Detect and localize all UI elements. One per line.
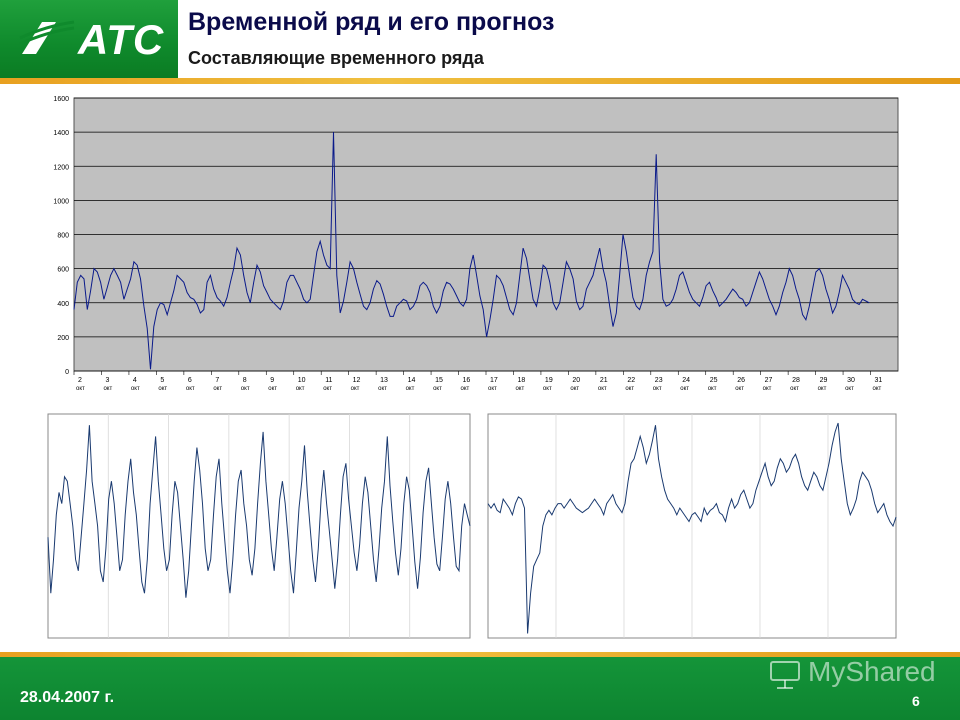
page-subtitle: Составляющие временного ряда <box>188 48 484 68</box>
x-tick-label: 24 <box>682 377 690 384</box>
x-tick-sublabel: окт <box>323 386 332 392</box>
x-tick-sublabel: окт <box>818 386 827 392</box>
x-tick-sublabel: окт <box>131 386 140 392</box>
plot-area <box>47 413 471 639</box>
x-tick-sublabel: окт <box>653 386 662 392</box>
x-tick-label: 8 <box>243 377 247 384</box>
x-tick-label: 4 <box>133 377 137 384</box>
y-tick-label: 0 <box>65 369 69 376</box>
y-tick-label: 200 <box>57 335 69 342</box>
x-tick-label: 26 <box>737 377 745 384</box>
y-tick-label: 1000 <box>53 198 69 205</box>
y-tick-label: 600 <box>57 267 69 274</box>
footer-accent-strip <box>0 652 960 657</box>
x-tick-label: 16 <box>463 377 471 384</box>
logo-text: ATC <box>78 16 165 63</box>
x-tick-sublabel: окт <box>488 386 497 392</box>
x-tick-sublabel: окт <box>873 386 882 392</box>
seasonal-component-chart <box>47 413 471 639</box>
x-tick-label: 11 <box>325 377 332 384</box>
x-tick-label: 21 <box>600 377 608 384</box>
x-tick-sublabel: окт <box>845 386 854 392</box>
series-line <box>47 425 471 598</box>
page-title: Временной ряд и его прогноз <box>188 8 555 36</box>
x-tick-sublabel: окт <box>543 386 552 392</box>
x-tick-sublabel: окт <box>763 386 772 392</box>
x-tick-label: 7 <box>215 377 219 384</box>
y-tick-label: 800 <box>57 233 69 240</box>
trend-component-chart <box>487 413 897 639</box>
x-tick-label: 31 <box>875 377 883 384</box>
series-line <box>73 132 870 370</box>
x-tick-label: 30 <box>847 377 855 384</box>
x-tick-sublabel: окт <box>213 386 222 392</box>
logo-swoosh-icon <box>19 20 75 54</box>
x-tick-sublabel: окт <box>268 386 277 392</box>
x-tick-label: 25 <box>710 377 718 384</box>
logo: ATC <box>16 14 176 63</box>
x-tick-sublabel: окт <box>186 386 195 392</box>
x-tick-sublabel: окт <box>433 386 442 392</box>
x-tick-sublabel: окт <box>241 386 250 392</box>
x-tick-sublabel: окт <box>790 386 799 392</box>
watermark-presentation-icon <box>770 661 800 689</box>
x-tick-sublabel: окт <box>406 386 415 392</box>
x-tick-label: 18 <box>517 377 525 384</box>
main-time-series-chart: 0 200 400 600 800 1000 1200 1400 1600 2 окт 3 окт 4 ок… <box>53 96 899 392</box>
x-tick-sublabel: окт <box>625 386 634 392</box>
x-tick-sublabel: окт <box>570 386 579 392</box>
x-tick-sublabel: окт <box>735 386 744 392</box>
x-tick-sublabel: окт <box>598 386 607 392</box>
y-tick-label: 1400 <box>53 130 69 137</box>
x-tick-sublabel: окт <box>296 386 305 392</box>
x-tick-sublabel: окт <box>76 386 85 392</box>
x-tick-label: 10 <box>298 377 306 384</box>
x-tick-label: 5 <box>160 377 164 384</box>
x-tick-sublabel: окт <box>378 386 387 392</box>
x-tick-sublabel: окт <box>515 386 524 392</box>
y-tick-label: 1200 <box>53 164 69 171</box>
x-tick-sublabel: окт <box>351 386 360 392</box>
x-tick-label: 23 <box>655 377 663 384</box>
title-panel: Временной ряд и его прогноз Составляющие… <box>178 0 960 78</box>
x-tick-label: 3 <box>105 377 109 384</box>
x-tick-label: 22 <box>627 377 635 384</box>
x-tick-sublabel: окт <box>708 386 717 392</box>
x-tick-label: 13 <box>380 377 388 384</box>
x-tick-label: 28 <box>792 377 800 384</box>
x-tick-label: 9 <box>270 377 274 384</box>
footer-date: 28.04.2007 г. <box>20 689 115 706</box>
footer-band <box>0 652 960 720</box>
x-tick-sublabel: окт <box>103 386 112 392</box>
x-tick-label: 15 <box>435 377 443 384</box>
x-tick-label: 19 <box>545 377 553 384</box>
watermark-text: MyShared <box>808 656 936 687</box>
x-tick-label: 12 <box>353 377 361 384</box>
page-number: 6 <box>912 693 920 709</box>
series-line <box>487 422 897 634</box>
x-tick-label: 27 <box>765 377 773 384</box>
x-tick-sublabel: окт <box>461 386 470 392</box>
header-accent-strip <box>0 78 960 84</box>
y-tick-label: 1600 <box>53 96 69 103</box>
x-tick-label: 17 <box>490 377 498 384</box>
x-tick-label: 20 <box>572 377 580 384</box>
y-tick-label: 400 <box>57 301 69 308</box>
x-tick-sublabel: окт <box>680 386 689 392</box>
x-tick-label: 6 <box>188 377 192 384</box>
x-tick-sublabel: окт <box>158 386 167 392</box>
x-tick-label: 29 <box>820 377 828 384</box>
x-tick-label: 2 <box>78 377 82 384</box>
x-tick-label: 14 <box>408 377 416 384</box>
